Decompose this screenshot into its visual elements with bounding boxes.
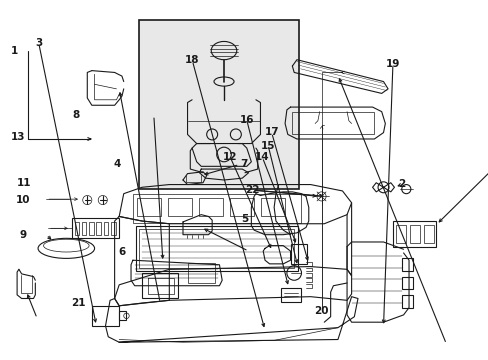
Bar <box>199 198 223 216</box>
Bar <box>401 276 412 289</box>
Bar <box>401 295 412 307</box>
Bar <box>139 21 298 189</box>
Text: 13: 13 <box>11 132 26 142</box>
Bar <box>74 222 79 235</box>
Bar <box>72 218 119 238</box>
Text: 2: 2 <box>397 179 405 189</box>
Text: 21: 21 <box>71 298 86 308</box>
Bar <box>401 258 412 271</box>
Text: 4: 4 <box>114 159 121 169</box>
Bar <box>292 112 374 134</box>
Text: 16: 16 <box>239 115 253 125</box>
Text: 10: 10 <box>16 195 30 205</box>
Text: 14: 14 <box>255 152 269 162</box>
Text: 17: 17 <box>264 127 279 138</box>
Text: 19: 19 <box>385 59 399 69</box>
Bar <box>135 226 297 271</box>
Bar <box>187 263 214 283</box>
Bar <box>137 198 161 216</box>
Bar <box>96 222 101 235</box>
Bar <box>281 288 301 302</box>
Text: 6: 6 <box>118 247 125 257</box>
Bar <box>142 273 178 298</box>
Bar <box>423 225 433 243</box>
Bar <box>92 306 119 326</box>
Text: 12: 12 <box>223 152 237 162</box>
Bar <box>168 198 192 216</box>
Bar <box>290 244 306 264</box>
Text: 7: 7 <box>240 159 247 169</box>
Bar <box>395 225 406 243</box>
Bar <box>81 222 86 235</box>
Text: 3: 3 <box>35 38 42 48</box>
Bar <box>409 225 419 243</box>
Bar <box>261 198 285 216</box>
Text: 8: 8 <box>72 110 79 120</box>
Bar <box>133 194 301 223</box>
Bar <box>119 311 126 320</box>
Text: 22: 22 <box>245 185 259 195</box>
Bar <box>392 221 435 247</box>
Text: 20: 20 <box>314 306 328 316</box>
Bar <box>139 229 294 267</box>
Bar <box>103 222 108 235</box>
Bar <box>89 222 94 235</box>
Text: 9: 9 <box>20 230 26 240</box>
Text: 11: 11 <box>17 177 31 188</box>
Bar <box>111 222 115 235</box>
Bar <box>230 198 254 216</box>
Text: 1: 1 <box>10 46 18 57</box>
Text: 15: 15 <box>260 140 275 150</box>
Text: 18: 18 <box>185 55 199 65</box>
Text: 5: 5 <box>241 214 248 224</box>
